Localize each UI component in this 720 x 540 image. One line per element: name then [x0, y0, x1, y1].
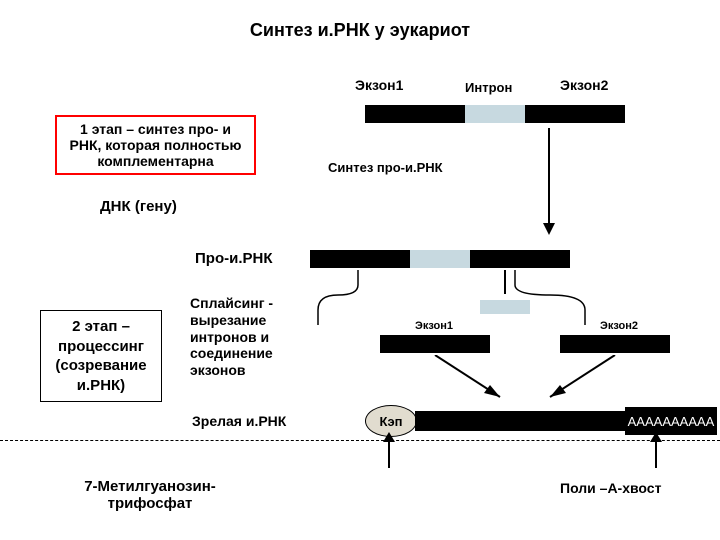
gene-bar [365, 105, 625, 123]
arrow-gene-down-line [548, 128, 550, 223]
mature-rna-bar [415, 411, 625, 431]
polya-tail-label: Поли –А-хвост [560, 480, 661, 496]
diagram-title: Синтез и.РНК у эукариот [0, 20, 720, 41]
intron-cut-bar [480, 300, 530, 314]
label-intron-top: Интрон [465, 80, 512, 95]
pro-rna-label: Про-и.РНК [195, 250, 272, 267]
label-exon2-top: Экзон2 [560, 77, 608, 93]
stage1-box: 1 этап – синтез про- и РНК, которая полн… [55, 115, 256, 175]
arrow-exon1-down [430, 355, 520, 410]
arrow-intron-line [504, 270, 506, 294]
methyl-label: 7-Метилгуанозин-трифосфат [60, 478, 240, 512]
stage1-text: 1 этап – синтез про- и РНК, которая полн… [70, 121, 242, 169]
arrow-methyl-head [383, 432, 395, 442]
dna-label: ДНК (гену) [100, 198, 177, 215]
label-exon1-mid: Экзон1 [415, 320, 453, 332]
arrow-polya-line [655, 440, 657, 468]
stage2-text: 2 этап – процессинг (созревание и.РНК) [55, 318, 146, 394]
label-exon2-mid: Экзон2 [600, 320, 638, 332]
exon1-piece [380, 335, 490, 353]
arrow-polya-head [650, 432, 662, 442]
bracket-left [308, 270, 388, 330]
arrow-gene-down-head [543, 223, 555, 235]
splicing-desc: Сплайсинг - вырезание интронов и соедине… [190, 295, 310, 379]
label-exon1-top: Экзон1 [355, 77, 403, 93]
stage2-box: 2 этап – процессинг (созревание и.РНК) [40, 310, 162, 402]
exon2-piece [560, 335, 670, 353]
pro-rna-bar [310, 250, 570, 268]
dashed-baseline [0, 440, 720, 441]
poly-a-bar: АААААААААА [625, 407, 717, 435]
arrow-exon2-down [530, 355, 620, 410]
cap-text: Кэп [380, 414, 403, 429]
arrow-methyl-line [388, 440, 390, 468]
mature-label: Зрелая и.РНК [192, 413, 286, 429]
synthesis-label: Синтез про-и.РНК [328, 160, 443, 175]
